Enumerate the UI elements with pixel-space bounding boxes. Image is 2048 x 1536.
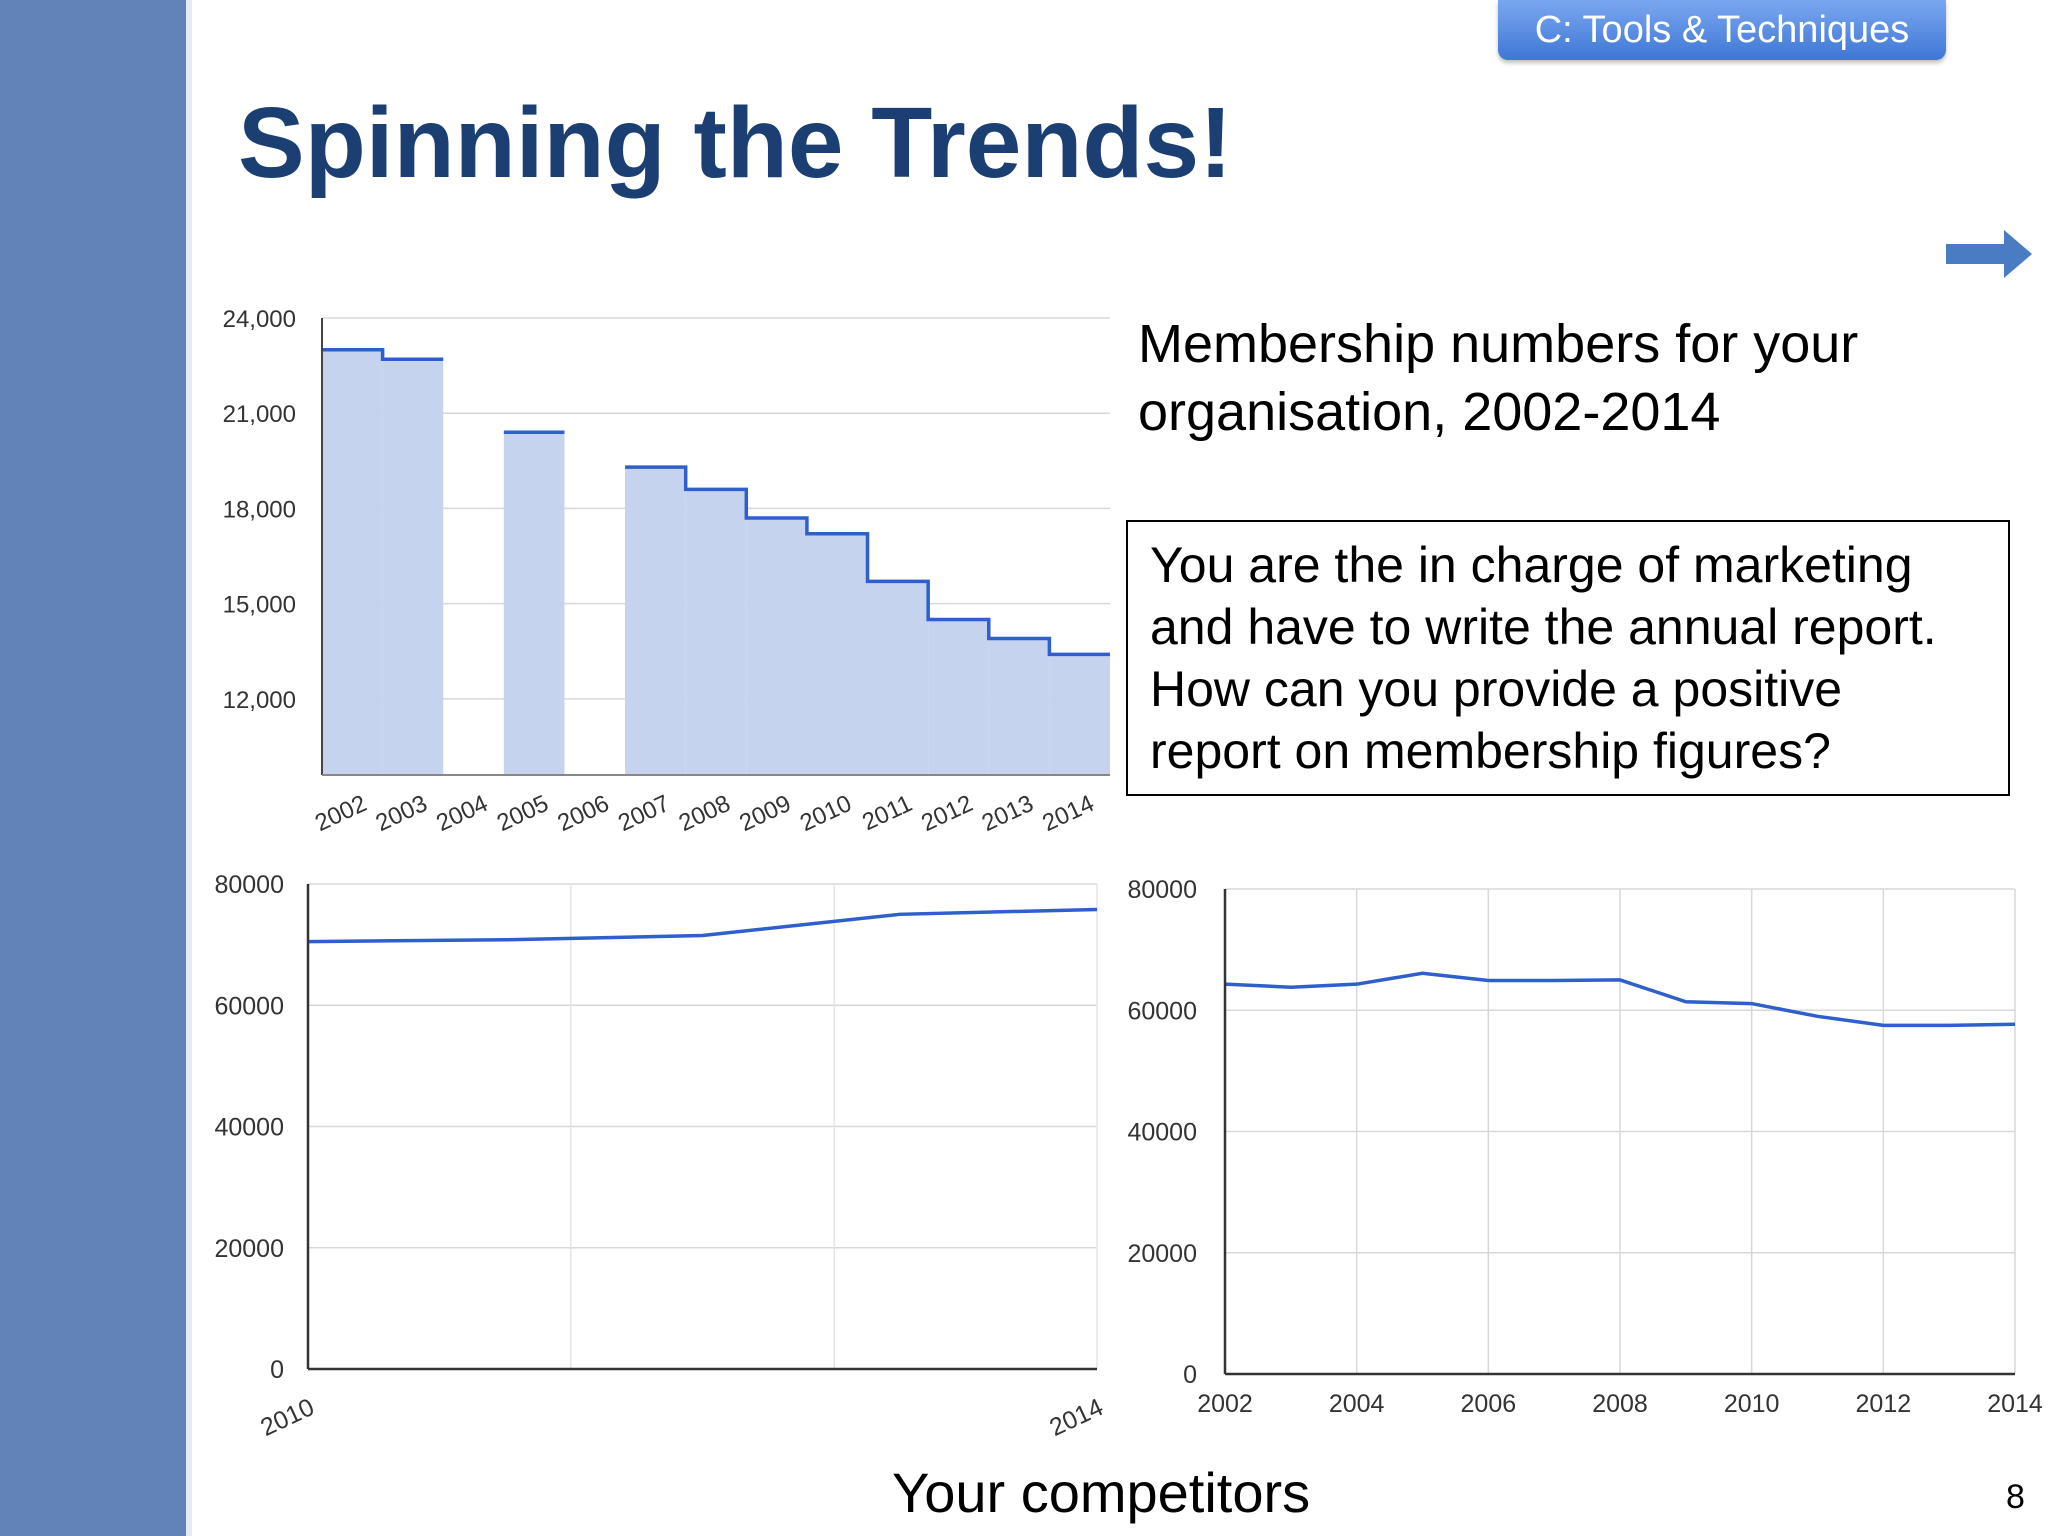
x-tick-label: 2007 bbox=[614, 790, 674, 837]
x-tick-label: 2004 bbox=[432, 790, 492, 837]
step-area bbox=[988, 638, 1050, 775]
step-area bbox=[928, 619, 989, 775]
x-tick-label: 2003 bbox=[372, 790, 432, 837]
x-tick-label: 2009 bbox=[735, 790, 795, 837]
section-tag-label: C: Tools & Techniques bbox=[1534, 8, 1910, 51]
step-area bbox=[685, 489, 747, 775]
x-tick-label: 2012 bbox=[917, 790, 977, 837]
x-tick-label: 2006 bbox=[554, 790, 614, 837]
y-tick-label: 60000 bbox=[214, 992, 284, 1020]
x-tick-label: 2006 bbox=[1461, 1390, 1517, 1418]
sidebar-band bbox=[0, 0, 186, 1536]
competitors-caption: Your competitors bbox=[892, 1461, 1311, 1524]
x-tick-label: 2014 bbox=[1038, 790, 1098, 837]
x-tick-label: 2011 bbox=[858, 790, 916, 836]
x-tick-label: 2010 bbox=[1724, 1390, 1780, 1418]
step-line bbox=[322, 347, 1110, 657]
step-area bbox=[503, 432, 565, 775]
step-area bbox=[382, 359, 444, 775]
sidebar-edge bbox=[186, 0, 192, 1536]
y-tick-label: 24,000 bbox=[223, 306, 296, 333]
right-arrow-icon[interactable] bbox=[1944, 228, 2034, 280]
x-tick-label: 2013 bbox=[978, 790, 1038, 837]
competitor-chart-left: 0 20000 40000 60000 80000 2010 2014 bbox=[214, 871, 1107, 1440]
step-area bbox=[322, 349, 383, 775]
x-tick-label: 2008 bbox=[1592, 1390, 1648, 1418]
y-tick-label: 21,000 bbox=[223, 401, 296, 428]
y-tick-label: 20000 bbox=[214, 1235, 284, 1263]
x-tick-label: 2010 bbox=[256, 1393, 318, 1440]
y-tick-label: 0 bbox=[270, 1356, 284, 1384]
y-tick-label: 40000 bbox=[214, 1114, 284, 1142]
y-tick-label: 18,000 bbox=[223, 496, 296, 523]
step-area bbox=[746, 517, 807, 775]
x-tick-label: 2005 bbox=[493, 790, 553, 837]
x-tick-label: 2008 bbox=[675, 790, 735, 837]
y-tick-label: 60000 bbox=[1127, 997, 1197, 1025]
step-area bbox=[867, 581, 929, 775]
y-tick-label: 12,000 bbox=[223, 687, 296, 714]
y-tick-label: 80000 bbox=[214, 871, 284, 899]
y-tick-label: 20000 bbox=[1127, 1240, 1197, 1268]
series-line bbox=[1224, 971, 2016, 1028]
page-number: 8 bbox=[2006, 1478, 2025, 1516]
prompt-text: You are the in charge of marketing and h… bbox=[1150, 537, 1937, 779]
step-area bbox=[1049, 654, 1110, 775]
x-tick-label: 2004 bbox=[1329, 1390, 1385, 1418]
competitor-chart-right: 0 20000 40000 60000 80000 2002 2004 2006 2008 201… bbox=[1127, 876, 2043, 1418]
chart-description: Membership numbers for your organisation… bbox=[1138, 314, 1859, 442]
x-tick-label: 2002 bbox=[311, 790, 371, 837]
prompt-box: You are the in charge of marketing and h… bbox=[1126, 520, 2010, 796]
x-tick-label: 2010 bbox=[796, 790, 856, 837]
y-tick-label: 0 bbox=[1183, 1361, 1197, 1389]
x-tick-label: 2002 bbox=[1197, 1390, 1253, 1418]
x-tick-label: 2014 bbox=[1045, 1393, 1107, 1440]
x-tick-label: 2012 bbox=[1856, 1390, 1912, 1418]
slide-title: Spinning the Trends! bbox=[238, 87, 1233, 199]
section-tag: C: Tools & Techniques bbox=[1498, 0, 1946, 60]
y-tick-label: 80000 bbox=[1127, 876, 1197, 904]
y-tick-label: 40000 bbox=[1127, 1119, 1197, 1147]
y-tick-label: 15,000 bbox=[223, 592, 296, 619]
x-tick-label: 2014 bbox=[1987, 1390, 2043, 1418]
step-area bbox=[625, 467, 686, 775]
series-line bbox=[307, 907, 1098, 944]
step-area bbox=[806, 533, 868, 775]
